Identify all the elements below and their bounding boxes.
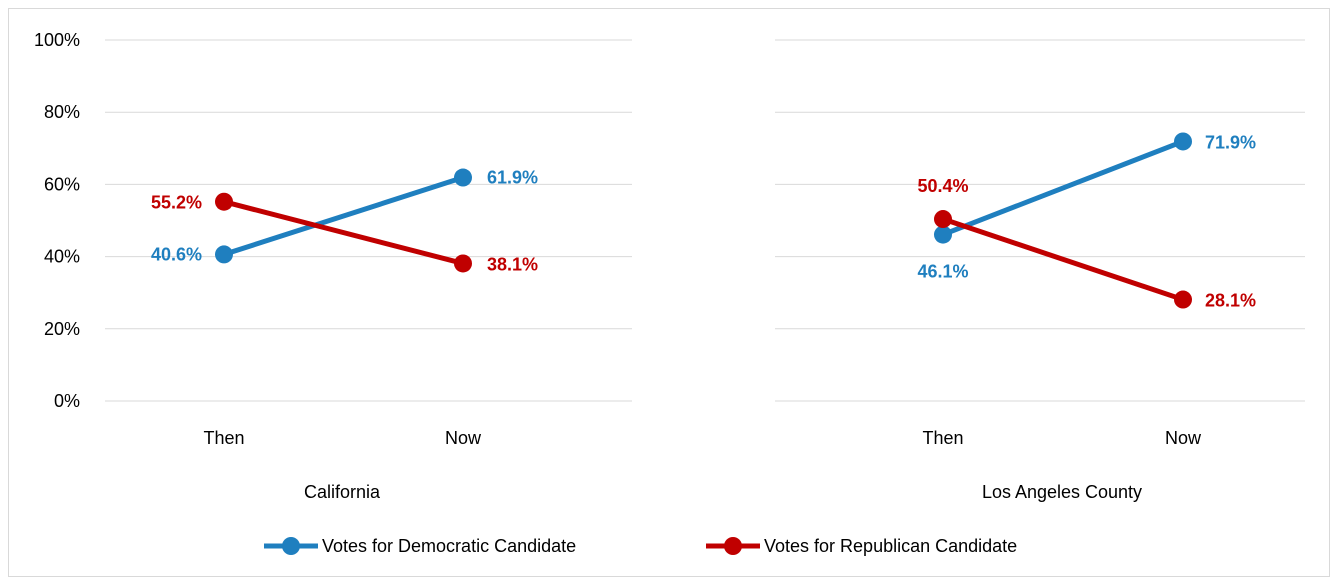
group-label: Los Angeles County	[982, 482, 1142, 502]
x-tick-label: Now	[1165, 428, 1202, 448]
x-tick-label: Then	[203, 428, 244, 448]
data-label: 28.1%	[1205, 291, 1256, 311]
legend-label: Votes for Republican Candidate	[764, 536, 1017, 556]
series-line	[942, 216, 1184, 302]
data-label: 71.9%	[1205, 132, 1256, 152]
series-line	[223, 175, 464, 257]
data-label: 40.6%	[151, 244, 202, 264]
legend-swatch-marker	[724, 537, 742, 555]
data-point	[934, 210, 952, 229]
data-label: 46.1%	[917, 262, 968, 282]
series-line	[942, 139, 1184, 237]
data-point	[1174, 132, 1192, 151]
data-point	[215, 245, 233, 264]
y-tick-label: 100%	[34, 30, 80, 50]
x-tick-label: Now	[445, 428, 482, 448]
y-tick-label: 0%	[54, 391, 80, 411]
y-tick-label: 20%	[44, 319, 80, 339]
series-line	[223, 199, 464, 266]
data-point	[934, 225, 952, 244]
data-label: 55.2%	[151, 193, 202, 213]
data-point	[454, 168, 472, 187]
legend-label: Votes for Democratic Candidate	[322, 536, 576, 556]
chart-frame	[8, 8, 1330, 577]
data-point	[454, 254, 472, 273]
group-label: California	[304, 482, 381, 502]
data-label: 38.1%	[487, 254, 538, 274]
y-tick-label: 40%	[44, 247, 80, 267]
y-tick-label: 60%	[44, 174, 80, 194]
y-tick-label: 80%	[44, 102, 80, 122]
data-label: 50.4%	[917, 176, 968, 196]
legend-swatch-marker	[282, 537, 300, 555]
data-point	[1174, 290, 1192, 309]
x-tick-label: Then	[922, 428, 963, 448]
data-point	[215, 192, 233, 211]
data-label: 61.9%	[487, 168, 538, 188]
